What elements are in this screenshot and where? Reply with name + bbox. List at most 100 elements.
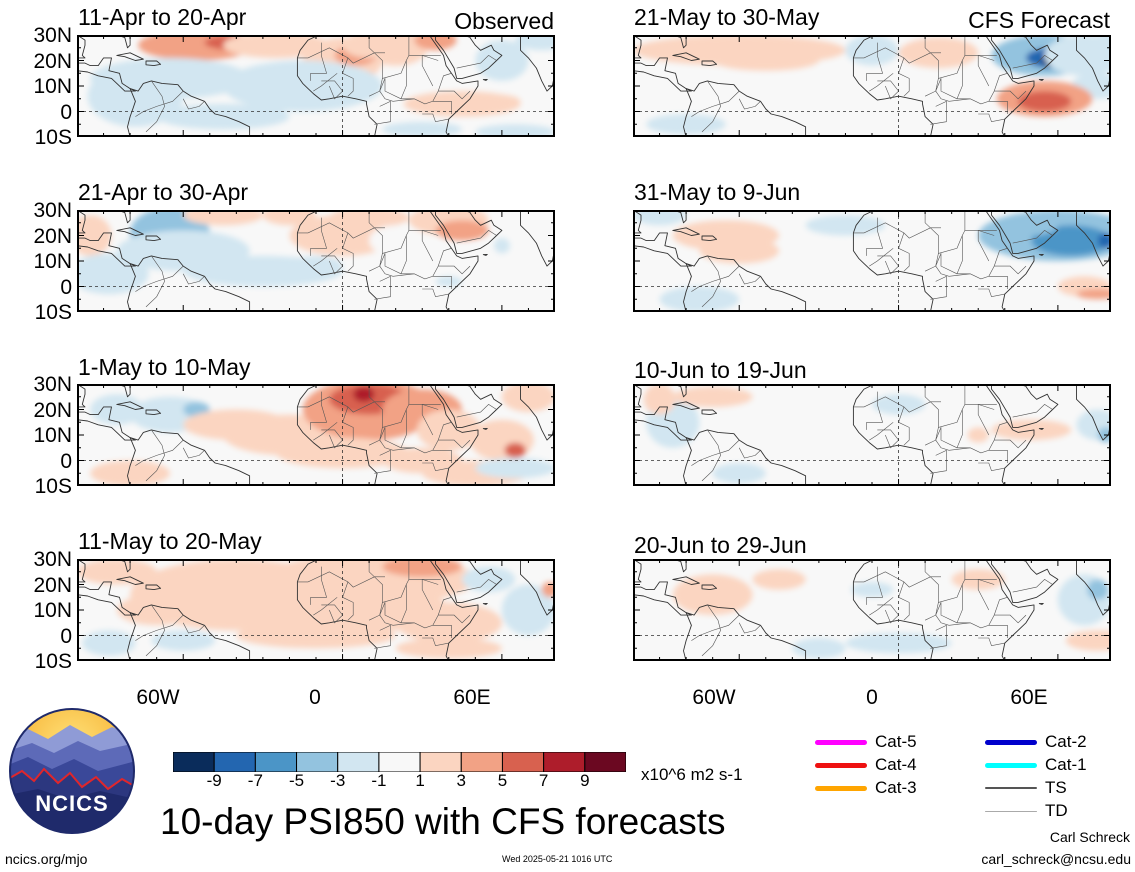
country-border: [379, 427, 415, 451]
anomaly-shading: [515, 35, 555, 51]
country-border: [342, 581, 354, 621]
coastline: [852, 35, 1035, 137]
coastline: [672, 384, 687, 398]
country-border: [978, 288, 1005, 298]
anomaly-shading: [353, 386, 375, 402]
anomaly-shading: [470, 419, 534, 461]
coastline: [633, 232, 692, 267]
country-border: [935, 253, 971, 277]
coastline: [672, 210, 687, 224]
anomaly-shading: [1076, 289, 1111, 300]
anomaly-shading: [712, 463, 766, 484]
anomaly-shading: [659, 286, 740, 312]
panel-title: 10-Jun to 19-Jun: [634, 357, 807, 383]
colorbar-swatch: [460, 751, 503, 773]
country-border: [956, 584, 1008, 629]
coastline: [520, 384, 555, 441]
country-border: [866, 217, 884, 256]
forecast-label: CFS Forecast: [968, 7, 1110, 33]
panel-title: 21-May to 30-May: [634, 4, 820, 30]
country-border: [310, 566, 328, 605]
country-border: [422, 637, 449, 647]
anomaly-shading: [90, 460, 170, 486]
colorbar-swatch: [419, 751, 462, 773]
storm-legend-label: Cat-3: [875, 778, 917, 797]
country-border: [977, 578, 995, 611]
coastline: [520, 35, 555, 92]
anomaly-shading: [475, 40, 529, 81]
lat-label: 10N: [33, 75, 72, 98]
country-border: [935, 427, 971, 451]
country-border: [701, 80, 721, 133]
country-border: [869, 73, 894, 92]
country-border: [977, 403, 995, 436]
colorbar-swatch: [543, 751, 586, 773]
lat-label: 20N: [33, 398, 72, 422]
country-border: [866, 391, 884, 430]
anomaly-shading: [967, 427, 989, 443]
country-border: [977, 229, 995, 262]
lon-label: 0: [309, 686, 321, 709]
coastline: [145, 409, 162, 416]
coastline: [1038, 427, 1044, 430]
coastline: [116, 227, 144, 236]
anomaly-shading: [395, 638, 502, 659]
lat-label: 20N: [33, 573, 72, 597]
panel-title: 1-May to 10-May: [78, 354, 251, 380]
panel-title: 11-Apr to 20-Apr: [78, 4, 247, 30]
anomaly-shading: [223, 35, 330, 58]
country-border: [456, 404, 497, 418]
country-border: [691, 90, 740, 117]
colorbar-tick-label: -3: [330, 771, 346, 790]
country-border: [988, 450, 1008, 463]
lat-label: 30N: [33, 24, 72, 47]
storm-legend-swatch: [815, 785, 867, 791]
anomaly-shading: [805, 215, 886, 236]
country-border: [135, 265, 184, 292]
lat-label: 0: [60, 100, 72, 124]
coastline: [116, 210, 131, 224]
coastline: [683, 255, 807, 312]
map-panel: [76, 34, 556, 142]
anomaly-shading: [1018, 91, 1072, 112]
anomaly-shading: [672, 386, 753, 407]
colorbar-tick-label: 3: [456, 771, 466, 790]
coastline: [633, 559, 642, 583]
coastline: [77, 581, 136, 616]
country-border: [956, 409, 1008, 454]
country-border: [432, 276, 452, 289]
coastline: [520, 559, 555, 616]
anomaly-shading: [401, 245, 444, 277]
country-border: [313, 597, 338, 616]
colorbar-tick-label: 7: [538, 771, 549, 790]
lat-label: 0: [60, 275, 72, 299]
country-border: [869, 248, 894, 267]
country-border: [978, 113, 1005, 123]
colorbar-swatch: [172, 751, 215, 773]
country-border: [384, 602, 402, 624]
country-border: [898, 57, 910, 97]
country-border: [940, 602, 958, 624]
country-border: [935, 78, 971, 102]
coastline: [1076, 384, 1111, 441]
lon-label: 60E: [1010, 686, 1048, 709]
lat-label: 10S: [34, 475, 72, 498]
country-border: [135, 90, 184, 117]
coastline: [77, 57, 136, 92]
anomaly-shading: [1089, 35, 1111, 64]
colorbar-swatch: [254, 751, 298, 773]
country-border: [422, 113, 449, 123]
country-border: [988, 276, 1008, 289]
country-border: [400, 584, 452, 629]
anomaly-shading: [456, 93, 521, 109]
anomaly-shading: [236, 622, 396, 649]
storm-legend-label: Cat-4: [875, 755, 917, 774]
coastline: [633, 210, 642, 234]
country-border: [940, 253, 958, 275]
coastline: [701, 235, 718, 242]
country-border: [977, 54, 995, 87]
coastline: [296, 210, 479, 312]
country-border: [313, 248, 338, 267]
storm-legend-label: TS: [1045, 778, 1067, 797]
country-border: [384, 427, 402, 449]
